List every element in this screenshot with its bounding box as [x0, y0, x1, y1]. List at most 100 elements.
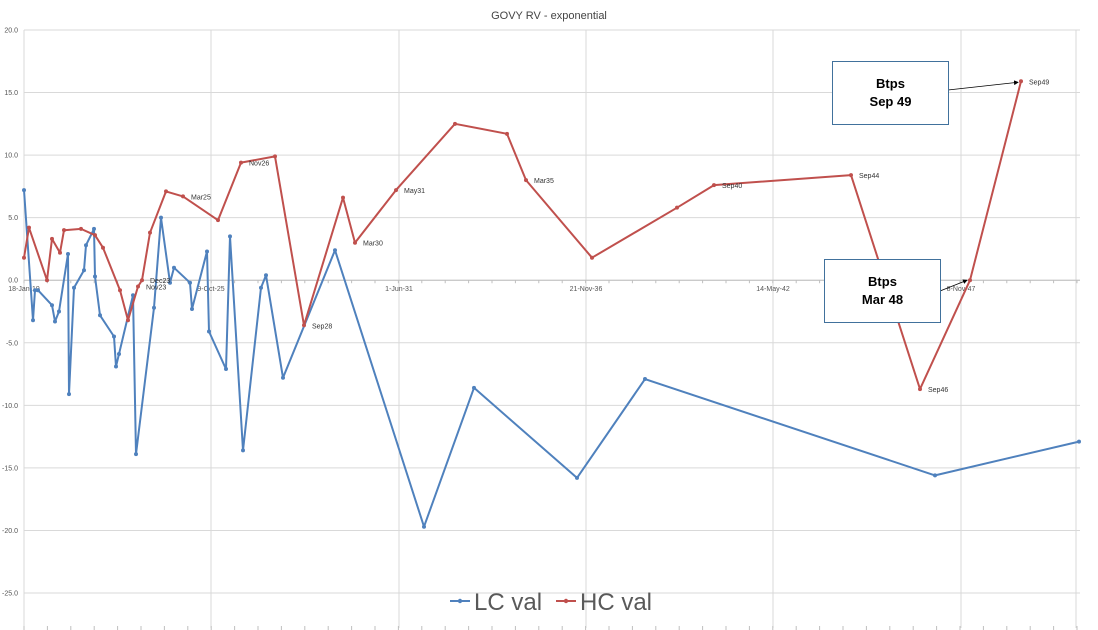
data-point-lc-val — [472, 385, 476, 390]
data-point-lc-val — [31, 318, 35, 323]
data-point-hc-val — [1019, 79, 1023, 84]
data-point-hc-val — [93, 233, 97, 238]
data-point-lc-val — [72, 285, 76, 290]
data-point-lc-val — [190, 306, 194, 311]
data-point-lc-val — [333, 248, 337, 253]
y-tick-label: -10.0 — [2, 403, 18, 410]
y-tick-label: 20.0 — [4, 28, 18, 35]
data-point-hc-val — [341, 195, 345, 200]
data-point-lc-val — [50, 303, 54, 308]
x-tick-label: 1-Jun-31 — [385, 286, 413, 293]
data-point-lc-val — [281, 375, 285, 380]
data-point-lc-val — [152, 305, 156, 310]
legend-swatch-marker — [457, 598, 463, 604]
data-point-hc-val — [126, 318, 130, 323]
data-point-hc-val — [136, 284, 140, 289]
point-label: Sep28 — [312, 323, 332, 330]
data-point-lc-val — [643, 377, 647, 382]
data-point-lc-val — [575, 475, 579, 480]
x-tick-label: 18-Jan-19 — [8, 286, 40, 293]
data-point-hc-val — [216, 218, 220, 223]
data-point-hc-val — [22, 255, 26, 260]
legend-swatch-marker — [563, 598, 569, 604]
data-point-hc-val — [50, 236, 54, 241]
data-point-hc-val — [353, 240, 357, 245]
data-point-lc-val — [92, 226, 96, 231]
legend-label: HC val — [580, 589, 652, 616]
point-label: Sep44 — [859, 173, 879, 180]
data-point-hc-val — [918, 387, 922, 392]
point-label: Mar35 — [534, 178, 554, 185]
data-point-hc-val — [394, 188, 398, 193]
point-label: Nov23 — [146, 284, 166, 291]
legend-label: LC val — [474, 589, 542, 616]
series-lines — [22, 79, 1081, 529]
data-point-lc-val — [98, 313, 102, 318]
data-point-lc-val — [224, 367, 228, 372]
point-label: May31 — [404, 188, 425, 195]
data-point-lc-val — [188, 280, 192, 285]
data-point-lc-val — [22, 188, 26, 193]
data-point-lc-val — [134, 452, 138, 457]
x-tick-label: 21-Nov-36 — [570, 286, 603, 293]
callout-arrow-sep49 — [947, 80, 1019, 91]
data-point-hc-val — [968, 278, 972, 283]
data-point-lc-val — [53, 319, 57, 324]
data-point-hc-val — [58, 250, 62, 255]
y-axis-ticks: 20.0 15.0 10.0 5.0 0.0 -5.0 -10.0 -15.0 -20.0 -25… — [2, 28, 18, 598]
data-point-hc-val — [27, 225, 31, 230]
data-point-lc-val — [264, 273, 268, 278]
data-point-lc-val — [93, 274, 97, 279]
x-tick-label: 9-Oct-25 — [197, 286, 224, 293]
data-point-lc-val — [205, 249, 209, 254]
data-point-lc-val — [117, 352, 121, 357]
data-point-hc-val — [505, 131, 509, 136]
data-point-hc-val — [712, 183, 716, 188]
data-point-lc-val — [228, 234, 232, 239]
data-point-lc-val — [168, 280, 172, 285]
data-point-lc-val — [172, 265, 176, 270]
y-tick-label: 5.0 — [8, 215, 18, 222]
callout-arrow-mar48 — [939, 279, 968, 292]
data-point-lc-val — [67, 392, 71, 397]
data-point-lc-val — [36, 288, 40, 293]
data-point-hc-val — [164, 189, 168, 194]
data-point-hc-val — [849, 173, 853, 178]
data-point-lc-val — [66, 251, 70, 256]
y-tick-label: -20.0 — [2, 528, 18, 535]
data-point-hc-val — [302, 323, 306, 328]
data-point-lc-val — [933, 473, 937, 478]
y-tick-label: -5.0 — [6, 340, 18, 347]
x-axis-ticks: 18-Jan-19 9-Oct-25 1-Jun-31 21-Nov-36 14-May… — [8, 286, 975, 293]
data-point-hc-val — [62, 228, 66, 233]
point-label: Sep49 — [1029, 79, 1049, 86]
vertical-gridlines — [23, 30, 1077, 628]
data-point-lc-val — [33, 288, 37, 293]
y-tick-label: 0.0 — [8, 278, 18, 285]
point-label: Dec23 — [150, 278, 170, 285]
data-point-hc-val — [79, 226, 83, 231]
data-point-lc-val — [112, 334, 116, 339]
legend: LC val HC val — [450, 589, 652, 616]
data-point-hc-val — [239, 160, 243, 165]
callout-line1: Btps — [868, 274, 897, 289]
callout-line1: Btps — [876, 76, 905, 91]
point-label: Mar25 — [191, 194, 211, 201]
data-point-lc-val — [114, 364, 118, 369]
data-point-lc-val — [1077, 439, 1081, 444]
data-point-lc-val — [422, 524, 426, 529]
data-point-lc-val — [84, 243, 88, 248]
data-point-lc-val — [159, 215, 163, 220]
data-point-hc-val — [590, 255, 594, 260]
data-point-lc-val — [259, 285, 263, 290]
callout-arrows — [939, 80, 1019, 292]
data-point-hc-val — [118, 288, 122, 293]
data-point-lc-val — [82, 268, 86, 273]
point-label: Mar30 — [363, 241, 383, 248]
y-tick-label: 15.0 — [4, 90, 18, 97]
callout-line2: Mar 48 — [861, 292, 904, 307]
point-label: Sep46 — [928, 387, 948, 394]
data-point-lc-val — [57, 309, 61, 314]
